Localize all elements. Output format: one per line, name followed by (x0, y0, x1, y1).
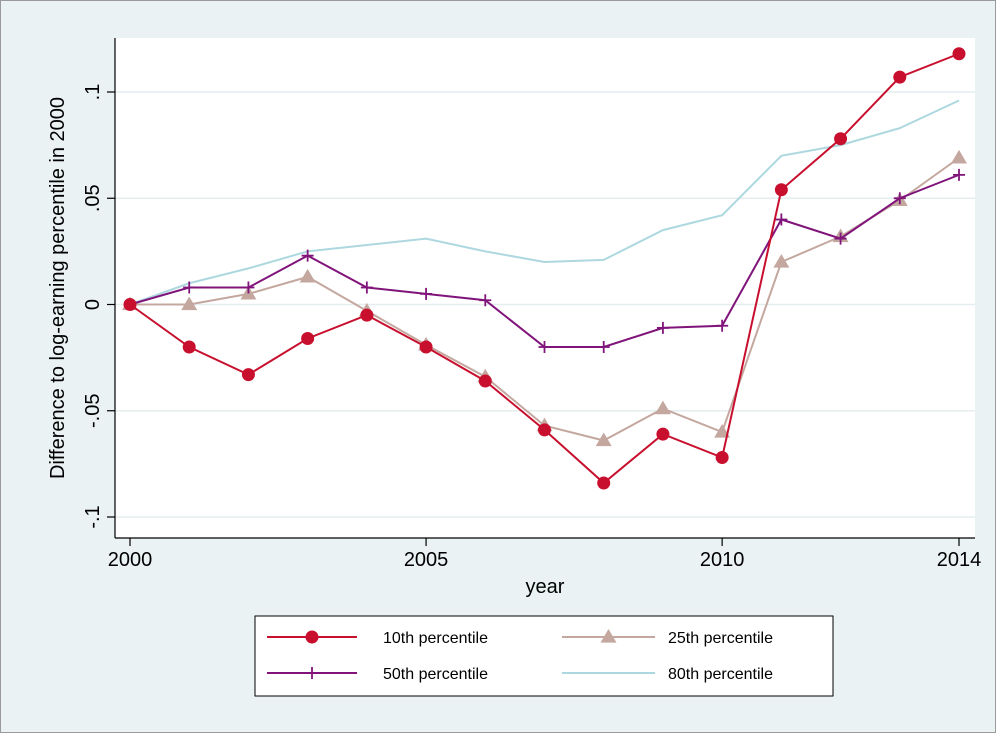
data-point-50th-percentile (242, 281, 255, 294)
data-point-10th-percentile (834, 132, 848, 146)
y-tick-label: -.1 (82, 505, 104, 528)
data-point-25th-percentile (951, 149, 967, 164)
data-point-10th-percentile (597, 476, 611, 490)
data-point-50th-percentile (479, 294, 492, 307)
data-point-10th-percentile (182, 340, 196, 354)
data-point-10th-percentile (893, 70, 907, 84)
y-tick-label: 0 (82, 299, 104, 310)
data-point-10th-percentile (952, 47, 966, 61)
data-point-25th-percentile (773, 254, 790, 268)
x-tick-label: 2010 (700, 549, 745, 571)
data-point-50th-percentile (597, 341, 610, 353)
y-axis-title: Difference to log-earning percentile in … (47, 97, 69, 479)
data-point-10th-percentile (301, 332, 315, 345)
data-point-50th-percentile (775, 213, 788, 226)
data-point-10th-percentile (774, 183, 788, 197)
legend-label-80th-percentile: 80th percentile (668, 666, 773, 683)
x-axis-title: year (526, 576, 565, 598)
plot-area (115, 38, 975, 538)
data-point-50th-percentile (420, 287, 433, 300)
data-point-50th-percentile (716, 319, 729, 332)
data-point-25th-percentile (181, 296, 198, 311)
legend-marker-25th-percentile (600, 629, 617, 643)
data-point-25th-percentile (654, 400, 671, 415)
legend-label-50th-percentile: 50th percentile (383, 666, 488, 683)
data-point-10th-percentile (656, 427, 670, 441)
x-tick-label: 2014 (937, 549, 982, 571)
data-point-50th-percentile (834, 232, 847, 245)
data-point-10th-percentile (715, 451, 729, 464)
data-point-10th-percentile (241, 368, 255, 382)
data-point-25th-percentile (299, 268, 316, 283)
data-point-25th-percentile (595, 432, 612, 447)
y-tick-label: .1 (82, 84, 104, 101)
legend-label-10th-percentile: 10th percentile (383, 630, 488, 647)
legend-marker-50th-percentile (306, 667, 318, 679)
series-line-80th-percentile (129, 99, 960, 306)
data-point-10th-percentile (538, 423, 551, 437)
y-tick-label: .05 (82, 184, 104, 212)
data-point-10th-percentile (419, 340, 433, 354)
data-point-50th-percentile (656, 321, 669, 334)
legend-label-25th-percentile: 25th percentile (668, 630, 773, 647)
data-point-50th-percentile (360, 281, 373, 294)
data-point-50th-percentile (183, 281, 196, 294)
data-point-10th-percentile (123, 298, 137, 311)
data-point-50th-percentile (893, 192, 906, 205)
x-tick-label: 2000 (108, 549, 153, 571)
y-tick-label: -.05 (82, 394, 104, 428)
legend-marker-10th-percentile (305, 630, 319, 644)
data-point-10th-percentile (360, 308, 374, 322)
data-point-25th-percentile (714, 424, 731, 438)
legend-box (254, 615, 834, 697)
data-point-50th-percentile (953, 168, 965, 181)
data-point-50th-percentile (538, 341, 551, 353)
data-point-10th-percentile (478, 374, 492, 388)
x-tick-label: 2005 (404, 549, 449, 571)
data-point-50th-percentile (301, 249, 314, 262)
